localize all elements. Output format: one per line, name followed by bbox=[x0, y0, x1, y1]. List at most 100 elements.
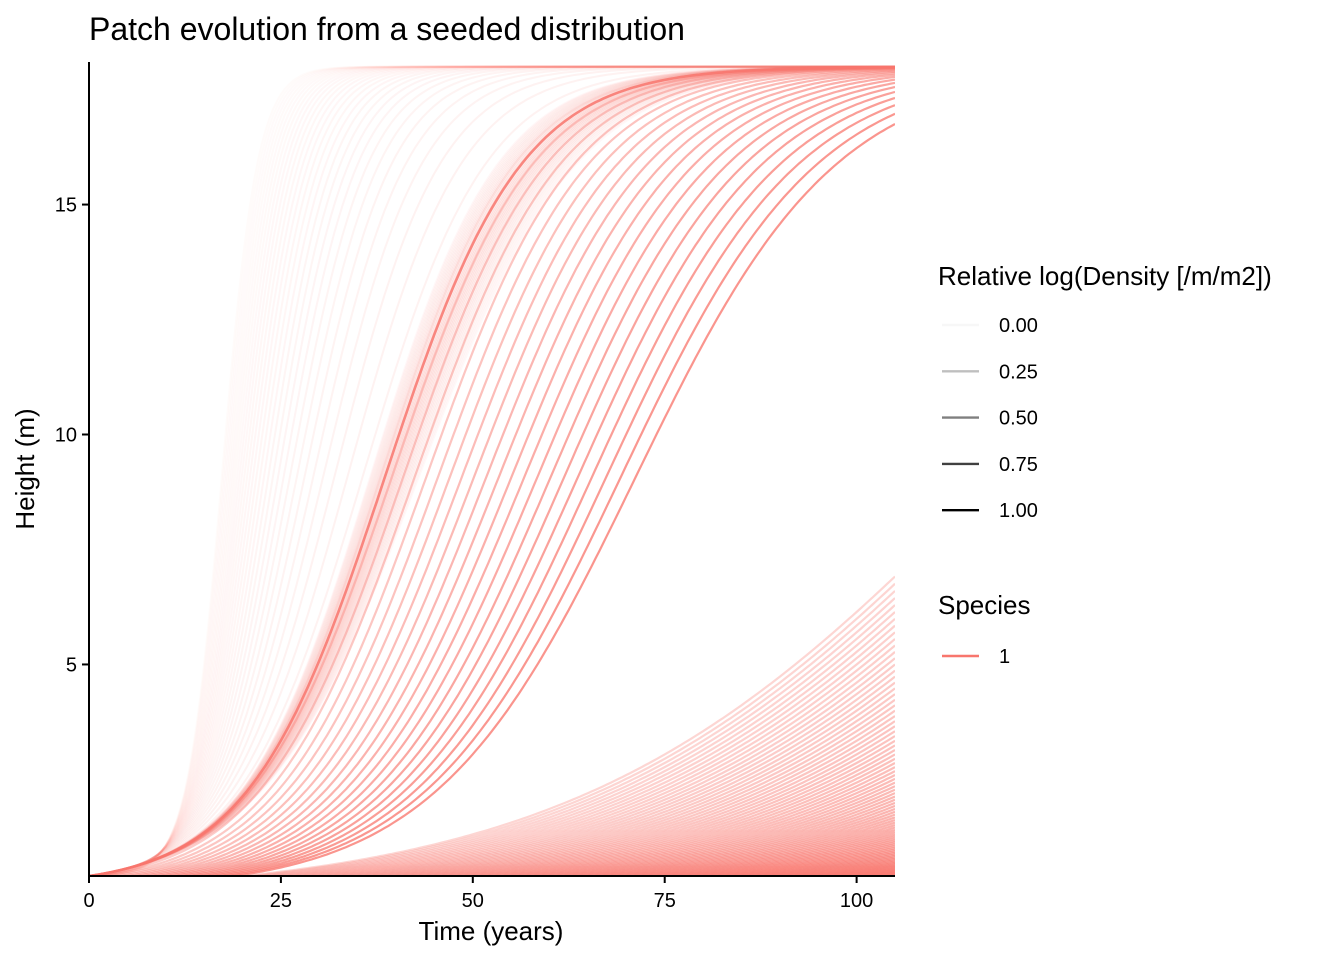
cohort-line bbox=[319, 644, 895, 876]
cohort-line bbox=[488, 762, 895, 876]
cohort-line bbox=[89, 66, 895, 876]
cohort-line bbox=[89, 66, 895, 876]
cohort-line bbox=[434, 730, 895, 876]
cohort-line bbox=[296, 624, 895, 876]
cohort-line bbox=[89, 65, 895, 876]
y-tick-label: 10 bbox=[55, 425, 77, 447]
cohort-line bbox=[89, 65, 895, 876]
cohort-line bbox=[511, 774, 895, 876]
cohort-line bbox=[89, 67, 895, 876]
species-legend-label: 1 bbox=[999, 646, 1010, 668]
cohort-line bbox=[357, 675, 895, 876]
cohort-line bbox=[89, 66, 895, 876]
cohort-line bbox=[89, 65, 895, 876]
y-axis-ticks: 5 10 15 bbox=[55, 195, 89, 676]
x-axis-ticks: 0 25 50 75 100 bbox=[83, 876, 873, 912]
cohort-line bbox=[89, 65, 895, 876]
cohort-line bbox=[334, 657, 895, 876]
cohort-line bbox=[311, 638, 895, 876]
cohort-line bbox=[457, 744, 895, 876]
cohort-line bbox=[89, 65, 895, 876]
cohort-line bbox=[242, 575, 895, 876]
cohort-line bbox=[89, 65, 895, 876]
cohort-line bbox=[196, 85, 895, 876]
cohort-line bbox=[89, 65, 895, 876]
cohort-line bbox=[89, 65, 895, 876]
cohort-lines bbox=[89, 65, 895, 876]
cohort-line bbox=[180, 78, 895, 876]
density-legend-label: 0.00 bbox=[999, 315, 1038, 337]
cohort-line bbox=[119, 67, 895, 876]
cohort-line bbox=[89, 65, 895, 876]
cohort-line bbox=[365, 681, 895, 876]
x-tick-label: 100 bbox=[840, 890, 873, 912]
cohort-line bbox=[342, 663, 895, 876]
cohort-line bbox=[211, 96, 895, 876]
cohort-line bbox=[288, 617, 895, 876]
cohort-line bbox=[518, 777, 895, 876]
cohort-line bbox=[219, 104, 895, 876]
cohort-line bbox=[280, 611, 895, 876]
cohort-line bbox=[89, 65, 895, 876]
cohort-line bbox=[395, 704, 895, 876]
cohort-line bbox=[96, 66, 895, 876]
cohort-line bbox=[234, 123, 895, 876]
cohort-line bbox=[326, 651, 895, 876]
cohort-line bbox=[449, 739, 895, 876]
cohort-line bbox=[89, 67, 895, 876]
cohort-line bbox=[165, 73, 895, 876]
cohort-line bbox=[89, 65, 895, 876]
cohort-line bbox=[89, 65, 895, 876]
cohort-line bbox=[89, 65, 895, 876]
cohort-line bbox=[472, 753, 895, 876]
cohort-line bbox=[89, 66, 895, 876]
cohort-line bbox=[372, 687, 895, 876]
cohort-line bbox=[257, 590, 895, 876]
cohort-line bbox=[173, 75, 895, 876]
cohort-line bbox=[89, 65, 895, 876]
cohort-line bbox=[89, 65, 895, 876]
cohort-line bbox=[89, 66, 895, 876]
cohort-line bbox=[89, 65, 895, 876]
cohort-line bbox=[89, 66, 895, 876]
cohort-line bbox=[403, 709, 895, 876]
cohort-line bbox=[89, 66, 895, 876]
cohort-line bbox=[89, 65, 895, 876]
cohort-line bbox=[380, 693, 895, 876]
cohort-line bbox=[111, 66, 895, 876]
cohort-line bbox=[142, 69, 895, 876]
cohort-line bbox=[250, 582, 895, 876]
cohort-line bbox=[349, 669, 895, 876]
cohort-line bbox=[265, 597, 895, 876]
x-axis-title: Time (years) bbox=[419, 916, 564, 946]
cohort-line bbox=[89, 66, 895, 876]
y-tick-label: 15 bbox=[55, 195, 77, 217]
cohort-line bbox=[495, 766, 895, 876]
density-legend-label: 0.75 bbox=[999, 454, 1038, 476]
species-legend: Species 1 bbox=[938, 590, 1031, 668]
cohort-line bbox=[411, 715, 895, 876]
cohort-line bbox=[188, 81, 895, 876]
cohort-line bbox=[104, 66, 895, 876]
cohort-line bbox=[157, 71, 895, 876]
cohort-line bbox=[89, 65, 895, 876]
density-legend-title: Relative log(Density [/m/m2]) bbox=[938, 261, 1272, 291]
cohort-line bbox=[89, 65, 895, 876]
density-legend-label: 0.50 bbox=[999, 408, 1038, 430]
cohort-line bbox=[418, 720, 895, 876]
species-legend-title: Species bbox=[938, 590, 1031, 620]
cohort-line bbox=[441, 735, 895, 876]
cohort-line bbox=[464, 749, 895, 876]
cohort-line bbox=[89, 65, 895, 876]
cohort-line bbox=[89, 67, 895, 876]
cohort-line bbox=[89, 66, 895, 876]
cohort-line bbox=[89, 66, 895, 876]
x-tick-label: 50 bbox=[462, 890, 484, 912]
cohort-line bbox=[89, 67, 895, 876]
y-tick-label: 5 bbox=[66, 654, 77, 676]
density-legend: Relative log(Density [/m/m2]) 0.00 0.25 0.… bbox=[938, 261, 1272, 522]
cohort-line bbox=[89, 65, 895, 876]
cohort-line bbox=[89, 65, 895, 876]
cohort-line bbox=[89, 67, 895, 876]
